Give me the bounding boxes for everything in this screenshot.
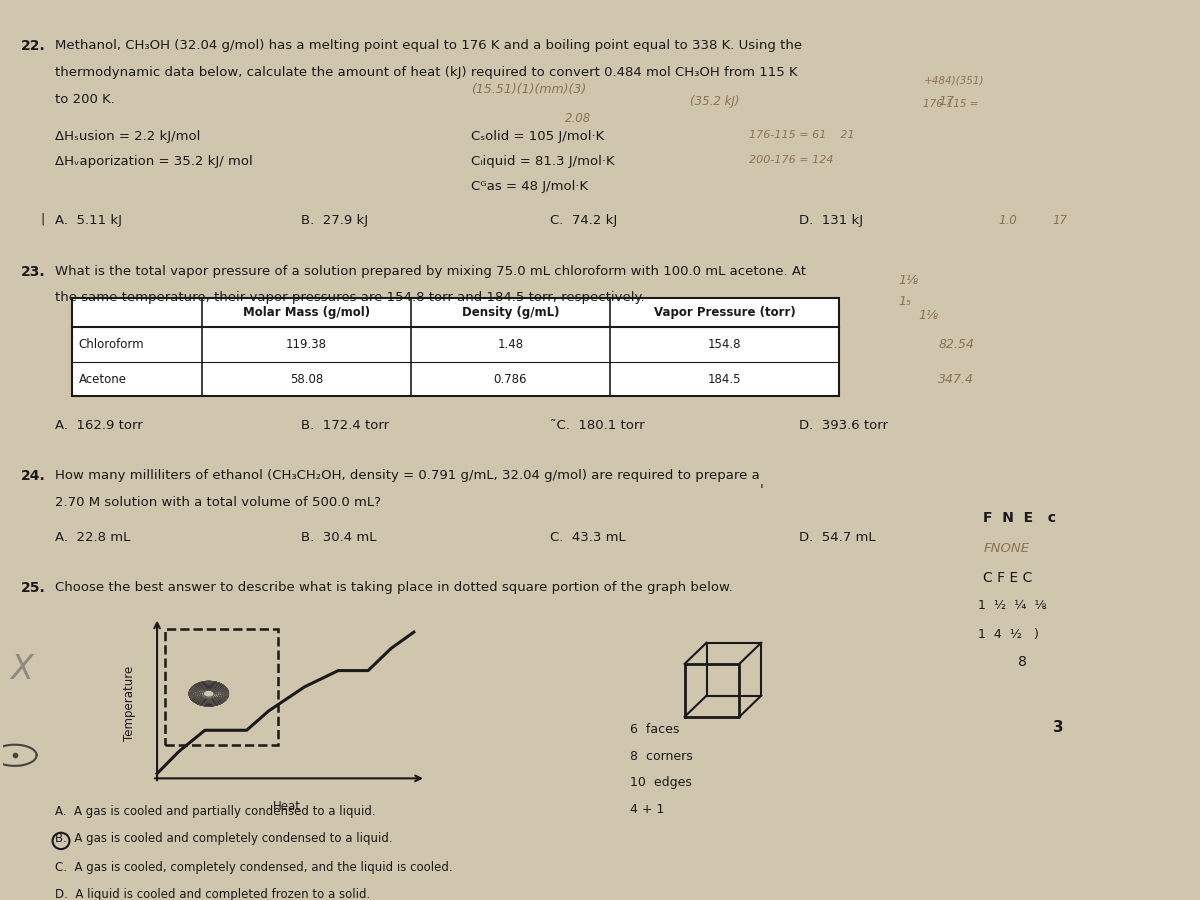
Text: 2.70 M solution with a total volume of 500.0 mL?: 2.70 M solution with a total volume of 5… — [54, 497, 380, 509]
Text: 200-176 = 124: 200-176 = 124 — [749, 155, 834, 165]
Text: 25.: 25. — [20, 581, 46, 595]
Text: ΔHᵥaporization = 35.2 kJ/ mol: ΔHᵥaporization = 35.2 kJ/ mol — [54, 155, 252, 167]
Text: 119.38: 119.38 — [286, 338, 326, 351]
Text: X: X — [11, 653, 34, 687]
Text: 17: 17 — [938, 95, 954, 108]
Text: 1⅛: 1⅛ — [899, 274, 919, 287]
Text: Chloroform: Chloroform — [78, 338, 144, 351]
Bar — [166, 629, 278, 744]
Text: 10  edges: 10 edges — [630, 777, 691, 789]
Text: 23.: 23. — [20, 265, 46, 278]
Text: the same temperature, their vapor pressures are 154.8 torr and 184.5 torr, respe: the same temperature, their vapor pressu… — [54, 292, 644, 304]
Text: 22.: 22. — [20, 40, 46, 53]
Text: Acetone: Acetone — [78, 373, 126, 385]
Text: Cₛolid = 105 J/mol·K: Cₛolid = 105 J/mol·K — [470, 130, 604, 143]
Text: 6  faces: 6 faces — [630, 723, 679, 735]
Text: ˜C.  180.1 torr: ˜C. 180.1 torr — [551, 419, 644, 432]
Text: ': ' — [760, 483, 763, 497]
Text: 58.08: 58.08 — [289, 373, 323, 385]
Text: A.  22.8 mL: A. 22.8 mL — [54, 531, 130, 544]
Text: Vapor Pressure (torr): Vapor Pressure (torr) — [654, 306, 796, 319]
Text: (15.51)(1)(mm)(3): (15.51)(1)(mm)(3) — [470, 83, 586, 95]
Text: Cᴳas = 48 J/mol·K: Cᴳas = 48 J/mol·K — [470, 180, 588, 193]
Text: thermodynamic data below, calculate the amount of heat (kJ) required to convert : thermodynamic data below, calculate the … — [54, 67, 797, 79]
Text: Density (g/mL): Density (g/mL) — [462, 306, 559, 319]
Text: to 200 K.: to 200 K. — [54, 94, 114, 106]
Text: 17: 17 — [1052, 214, 1068, 228]
Text: C.  74.2 kJ: C. 74.2 kJ — [551, 214, 618, 228]
Text: 1  4  ½   ): 1 4 ½ ) — [978, 628, 1039, 642]
Text: 1  ½  ¼  ⅛: 1 ½ ¼ ⅛ — [978, 599, 1046, 612]
Text: A.  A gas is cooled and partially condensed to a liquid.: A. A gas is cooled and partially condens… — [54, 806, 376, 818]
Text: D.  393.6 torr: D. 393.6 torr — [799, 419, 888, 432]
Bar — [72, 298, 839, 396]
Text: +484)(351): +484)(351) — [924, 76, 984, 86]
Text: 176-115 = 61    21: 176-115 = 61 21 — [749, 130, 854, 140]
Text: 176-115 =: 176-115 = — [924, 99, 979, 109]
Text: How many milliliters of ethanol (CH₃CH₂OH, density = 0.791 g/mL, 32.04 g/mol) ar: How many milliliters of ethanol (CH₃CH₂O… — [54, 470, 760, 482]
Text: 24.: 24. — [20, 470, 46, 483]
Text: 154.8: 154.8 — [708, 338, 742, 351]
Text: B.  A gas is cooled and completely condensed to a liquid.: B. A gas is cooled and completely conden… — [54, 832, 392, 845]
Text: A.  162.9 torr: A. 162.9 torr — [54, 419, 143, 432]
Text: |: | — [41, 212, 44, 226]
Text: Molar Mass (g/mol): Molar Mass (g/mol) — [242, 306, 370, 319]
Text: (35.2 kJ): (35.2 kJ) — [690, 95, 739, 108]
Text: 82.54: 82.54 — [938, 338, 974, 351]
Text: 1₅: 1₅ — [899, 295, 912, 309]
Text: 1⅛: 1⅛ — [918, 309, 938, 322]
Text: 8  corners: 8 corners — [630, 750, 692, 762]
Text: 0.786: 0.786 — [493, 373, 527, 385]
Text: 3: 3 — [1052, 720, 1063, 734]
Text: D.  54.7 mL: D. 54.7 mL — [799, 531, 876, 544]
Text: A.  5.11 kJ: A. 5.11 kJ — [54, 214, 121, 228]
Text: 184.5: 184.5 — [708, 373, 742, 385]
Text: B.  30.4 mL: B. 30.4 mL — [301, 531, 377, 544]
Text: C F E C: C F E C — [983, 571, 1032, 584]
Text: 1.48: 1.48 — [497, 338, 523, 351]
Text: 347.4: 347.4 — [938, 374, 974, 386]
Text: What is the total vapor pressure of a solution prepared by mixing 75.0 mL chloro: What is the total vapor pressure of a so… — [54, 265, 805, 277]
Text: Choose the best answer to describe what is taking place in dotted square portion: Choose the best answer to describe what … — [54, 581, 732, 594]
Text: Temperature: Temperature — [122, 666, 136, 742]
Text: B.  27.9 kJ: B. 27.9 kJ — [301, 214, 368, 228]
Text: C.  43.3 mL: C. 43.3 mL — [551, 531, 626, 544]
Text: Methanol, CH₃OH (32.04 g/mol) has a melting point equal to 176 K and a boiling p: Methanol, CH₃OH (32.04 g/mol) has a melt… — [54, 40, 802, 52]
Text: F  N  E   c: F N E c — [983, 511, 1056, 525]
Text: C.  A gas is cooled, completely condensed, and the liquid is cooled.: C. A gas is cooled, completely condensed… — [54, 861, 452, 874]
Text: 1.0: 1.0 — [998, 214, 1016, 228]
Text: 4 + 1: 4 + 1 — [630, 804, 665, 816]
Text: ΔHₛusion = 2.2 kJ/mol: ΔHₛusion = 2.2 kJ/mol — [54, 130, 200, 143]
Text: D.  131 kJ: D. 131 kJ — [799, 214, 863, 228]
Text: 2.08: 2.08 — [565, 112, 592, 124]
Text: 8: 8 — [1018, 655, 1027, 670]
Text: FNONE: FNONE — [983, 542, 1030, 554]
Text: Cₗiquid = 81.3 J/mol·K: Cₗiquid = 81.3 J/mol·K — [470, 155, 614, 167]
Text: Heat: Heat — [272, 799, 300, 813]
Text: B.  172.4 torr: B. 172.4 torr — [301, 419, 390, 432]
Text: D.  A liquid is cooled and completed frozen to a solid.: D. A liquid is cooled and completed froz… — [54, 888, 370, 900]
